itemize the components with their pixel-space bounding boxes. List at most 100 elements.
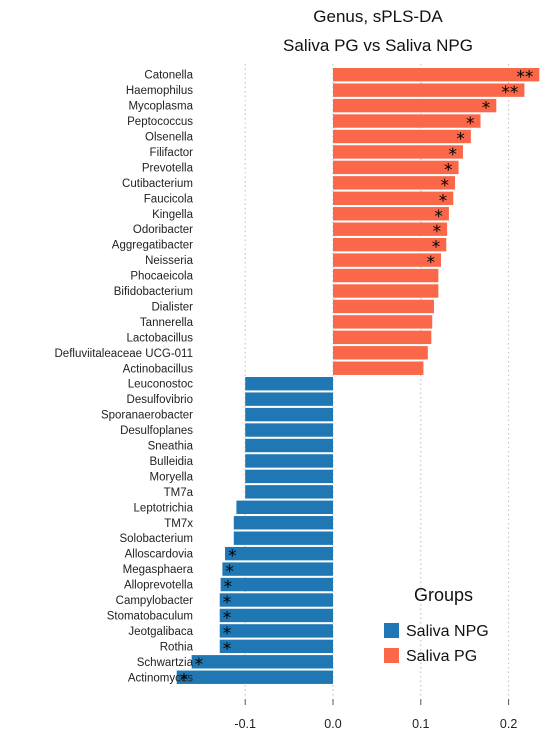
significance-markers: ************************ bbox=[180, 68, 534, 691]
bar-24 bbox=[245, 438, 333, 453]
category-label-22: Sporanaerobacter bbox=[101, 410, 193, 422]
category-label-34: Campylobacter bbox=[116, 595, 194, 607]
significance-marker-38: * bbox=[195, 655, 204, 675]
bar-20 bbox=[245, 377, 333, 391]
bar-26 bbox=[245, 469, 333, 484]
bars-group bbox=[176, 68, 540, 684]
significance-marker-31: * bbox=[228, 547, 237, 567]
x-axis: -0.1 0.0 0.1 0.2 bbox=[234, 699, 517, 731]
category-label-13: Phocaeicola bbox=[130, 271, 193, 283]
bar-0 bbox=[333, 68, 540, 82]
x-tick-label-1: 0.0 bbox=[324, 717, 341, 731]
category-label-17: Lactobacillus bbox=[127, 332, 194, 344]
legend-swatch-1 bbox=[384, 648, 399, 663]
category-label-1: Haemophilus bbox=[126, 85, 193, 97]
category-label-35: Stomatobaculum bbox=[107, 610, 193, 622]
category-label-37: Rothia bbox=[160, 641, 194, 653]
category-label-11: Aggregatibacter bbox=[112, 240, 193, 252]
category-label-23: Desulfoplanes bbox=[120, 425, 193, 437]
significance-marker-5: * bbox=[448, 145, 457, 165]
significance-marker-36: * bbox=[223, 624, 232, 644]
category-label-18: Defluviitaleaceae UCG-011 bbox=[55, 348, 194, 360]
significance-marker-4: * bbox=[456, 130, 465, 150]
category-label-38: Schwartzia bbox=[137, 657, 194, 669]
category-label-5: Filifactor bbox=[150, 147, 194, 159]
bar-34 bbox=[219, 593, 333, 607]
legend: Groups Saliva NPG Saliva PG bbox=[384, 585, 489, 665]
category-labels: Catonella Haemophilus Mycoplasma Peptococcu… bbox=[55, 70, 194, 685]
bar-2 bbox=[333, 98, 497, 113]
bar-11 bbox=[333, 237, 447, 252]
bar-35 bbox=[219, 608, 333, 623]
bar-27 bbox=[245, 485, 333, 499]
category-label-21: Desulfovibrio bbox=[127, 394, 193, 406]
legend-label-1: Saliva PG bbox=[406, 648, 477, 665]
significance-marker-10: * bbox=[433, 222, 442, 242]
chart-title-line-1: Genus, sPLS-DA bbox=[313, 7, 443, 26]
bar-9 bbox=[333, 207, 449, 221]
category-label-31: Alloscardovia bbox=[125, 549, 194, 561]
bar-3 bbox=[333, 114, 481, 128]
bar-18 bbox=[333, 346, 428, 360]
category-label-36: Jeotgalibaca bbox=[128, 626, 193, 638]
significance-marker-7: * bbox=[441, 176, 450, 196]
x-tick-label-2: 0.1 bbox=[412, 717, 429, 731]
significance-marker-33: * bbox=[224, 578, 233, 598]
category-label-7: Cutibacterium bbox=[122, 178, 193, 190]
category-label-24: Sneathia bbox=[148, 441, 194, 453]
bar-37 bbox=[219, 639, 333, 654]
category-label-32: Megasphaera bbox=[123, 564, 194, 576]
significance-marker-12: * bbox=[426, 253, 435, 273]
bar-15 bbox=[333, 299, 434, 314]
category-label-39: Actinomyces bbox=[128, 672, 193, 684]
bar-30 bbox=[233, 531, 333, 545]
category-label-27: TM7a bbox=[164, 487, 194, 499]
bar-4 bbox=[333, 129, 471, 144]
bar-23 bbox=[245, 423, 333, 437]
significance-marker-11: * bbox=[432, 238, 441, 258]
legend-title: Groups bbox=[414, 585, 473, 605]
significance-marker-6: * bbox=[444, 160, 453, 180]
category-label-25: Bulleidia bbox=[150, 456, 194, 468]
significance-marker-2: * bbox=[482, 99, 491, 119]
bar-32 bbox=[222, 562, 333, 576]
bar-22 bbox=[245, 407, 333, 422]
category-label-12: Neisseria bbox=[145, 255, 194, 267]
significance-marker-37: * bbox=[223, 639, 232, 659]
category-label-8: Faucicola bbox=[144, 193, 194, 205]
bar-8 bbox=[333, 191, 454, 205]
bar-29 bbox=[233, 516, 333, 530]
bar-38 bbox=[191, 655, 333, 669]
bar-7 bbox=[333, 176, 456, 190]
bar-36 bbox=[219, 624, 333, 638]
category-label-9: Kingella bbox=[152, 209, 194, 221]
category-label-3: Peptococcus bbox=[127, 116, 193, 128]
category-label-28: Leptotrichia bbox=[134, 502, 194, 514]
significance-marker-3: * bbox=[466, 114, 475, 134]
bar-12 bbox=[333, 253, 441, 267]
category-label-16: Tannerella bbox=[140, 317, 194, 329]
bar-31 bbox=[225, 546, 333, 561]
bar-6 bbox=[333, 160, 459, 175]
bar-14 bbox=[333, 284, 439, 298]
significance-marker-35: * bbox=[223, 608, 232, 628]
bar-17 bbox=[333, 330, 432, 345]
bar-21 bbox=[245, 392, 333, 406]
significance-marker-0: ** bbox=[516, 68, 533, 88]
category-label-19: Actinobacillus bbox=[123, 363, 194, 375]
category-label-20: Leuconostoc bbox=[128, 379, 193, 391]
category-label-2: Mycoplasma bbox=[128, 101, 193, 113]
bar-28 bbox=[236, 500, 333, 514]
x-tick-label-0: -0.1 bbox=[234, 717, 256, 731]
category-label-26: Moryella bbox=[150, 471, 194, 483]
category-label-0: Catonella bbox=[144, 70, 193, 82]
chart-title-line-2: Saliva PG vs Saliva NPG bbox=[283, 36, 473, 55]
legend-swatch-0 bbox=[384, 623, 399, 638]
bar-25 bbox=[245, 454, 333, 468]
bar-39 bbox=[176, 670, 333, 684]
significance-marker-39: * bbox=[180, 670, 189, 690]
bar-10 bbox=[333, 222, 448, 236]
bar-19 bbox=[333, 361, 424, 375]
category-label-33: Alloprevotella bbox=[124, 580, 194, 592]
